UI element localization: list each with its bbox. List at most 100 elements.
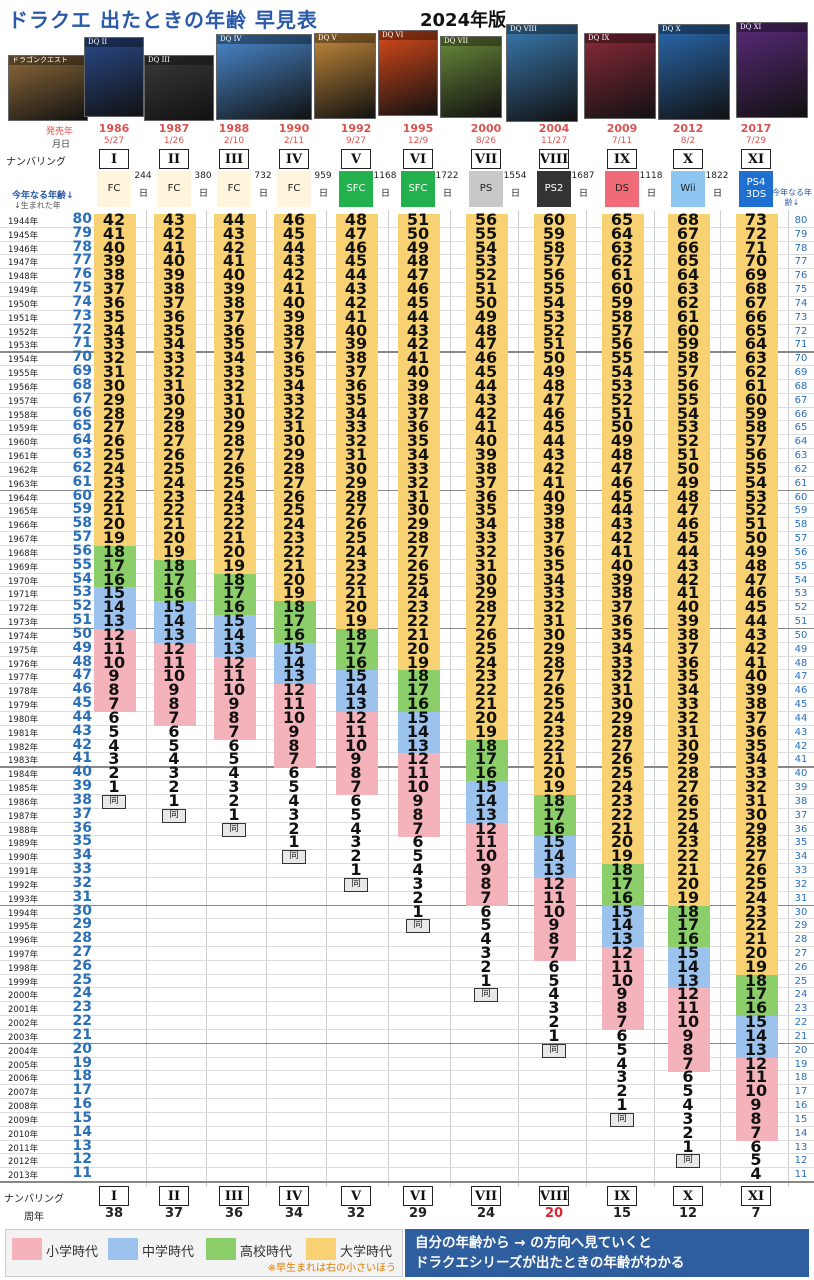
age-band [398, 407, 440, 422]
age-band [398, 393, 440, 409]
release-age: 27 [222, 445, 246, 465]
age-now-right-1971: 53 [794, 588, 808, 600]
cover-title: DQ IV [217, 35, 311, 44]
age-band [736, 490, 778, 505]
age-band [214, 255, 256, 270]
row-divider [0, 1181, 814, 1183]
release-age: 8 [288, 735, 300, 755]
release-age: 47 [542, 389, 566, 409]
days-unit-2: 日 [199, 189, 209, 199]
release-age: 36 [474, 486, 498, 506]
release-age: 42 [222, 237, 246, 257]
age-band [736, 684, 778, 699]
age-band [398, 504, 440, 519]
age-now-right-2001: 23 [794, 1003, 808, 1015]
age-band [736, 338, 778, 353]
age-band [274, 725, 316, 741]
age-now-left-1966: 58 [72, 515, 92, 532]
age-now-left-1953: 71 [72, 335, 92, 352]
release-age: 1 [480, 970, 492, 990]
age-band [668, 905, 710, 920]
numbering-box-bottom-10: X [673, 1186, 703, 1206]
age-band [154, 559, 196, 575]
age-band [602, 670, 644, 685]
age-now-left-1957: 67 [72, 390, 92, 407]
age-band [466, 435, 508, 450]
age-band [736, 919, 778, 934]
birth-year-1955: 1955年 [8, 369, 39, 380]
age-band [214, 573, 256, 588]
release-age: 46 [406, 279, 430, 299]
age-now-right-2006: 18 [794, 1072, 808, 1084]
age-band [336, 559, 378, 575]
age-band [534, 808, 576, 824]
release-age: 48 [676, 486, 700, 506]
birth-year-1968: 1968年 [8, 548, 39, 559]
release-age: 34 [610, 638, 634, 658]
release-age: 8 [108, 680, 120, 700]
release-age: 14 [610, 915, 634, 935]
release-age: 9 [616, 984, 628, 1004]
age-now-right-1946: 78 [794, 242, 808, 254]
anniversary-10: 12 [678, 1206, 698, 1221]
age-band [602, 822, 644, 837]
anniversary-1: 38 [104, 1206, 124, 1221]
release-age: 72 [744, 223, 768, 243]
release-age: 45 [406, 292, 430, 312]
age-band [736, 698, 778, 713]
release-age: 13 [610, 929, 634, 949]
age-band [274, 407, 316, 422]
age-now-left-1965: 59 [72, 501, 92, 518]
release-age: 29 [610, 707, 634, 727]
release-age: 42 [102, 210, 126, 229]
age-band [154, 255, 196, 270]
age-band [534, 767, 576, 782]
age-band [94, 628, 136, 644]
release-age: 63 [744, 348, 768, 368]
cover-title: DQ VIII [507, 25, 577, 34]
release-age: 31 [162, 375, 186, 395]
row-divider [0, 918, 814, 920]
release-age: 59 [676, 334, 700, 354]
age-band [736, 974, 778, 989]
release-age: 28 [162, 417, 186, 437]
release-age: 26 [610, 749, 634, 769]
release-age: 38 [474, 458, 498, 478]
release-age: 50 [542, 348, 566, 368]
release-age: 22 [222, 514, 246, 534]
age-band [466, 379, 508, 395]
age-band [466, 822, 508, 837]
cover-title: DQ VI [379, 31, 437, 40]
release-age: 14 [162, 611, 186, 631]
age-band [534, 435, 576, 450]
age-band [602, 919, 644, 934]
age-now-right-2005: 19 [794, 1058, 808, 1070]
row-divider [0, 863, 814, 864]
age-band [214, 684, 256, 699]
age-now-right-1967: 57 [794, 533, 808, 545]
age-band [214, 421, 256, 436]
release-age: 35 [610, 624, 634, 644]
release-age: 22 [676, 846, 700, 866]
age-band [534, 366, 576, 381]
numbering-box-bottom-6: VI [403, 1186, 433, 1206]
age-band [736, 877, 778, 893]
age-band [668, 214, 710, 229]
release-age: 11 [610, 956, 634, 976]
release-age: 60 [744, 389, 768, 409]
age-band [534, 283, 576, 298]
age-band [466, 836, 508, 851]
release-age: 2 [548, 1012, 560, 1032]
age-now-right-2011: 13 [794, 1141, 808, 1153]
age-now-left-2005: 19 [72, 1054, 92, 1071]
row-divider [0, 849, 814, 851]
age-band [736, 850, 778, 865]
age-band [214, 227, 256, 243]
age-band [94, 476, 136, 492]
release-age: 18 [542, 790, 566, 810]
release-age: 18 [282, 597, 306, 617]
numbering-box-2: II [159, 149, 189, 169]
release-age: 42 [282, 265, 306, 285]
birth-year-1945: 1945年 [8, 230, 39, 241]
cover-art-7: DQ VII [440, 36, 502, 118]
